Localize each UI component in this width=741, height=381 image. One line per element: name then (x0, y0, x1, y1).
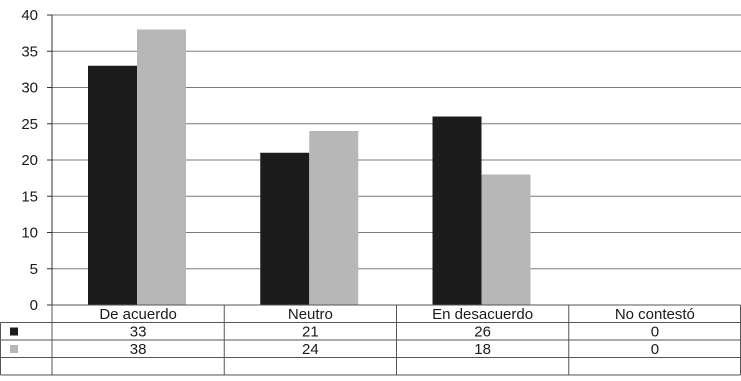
y-tick-label: 20 (21, 152, 38, 169)
y-tick-label: 0 (30, 297, 38, 314)
bar (481, 174, 531, 305)
y-tick-label: 30 (21, 80, 38, 97)
data-table: De acuerdo Neutro En desacuerdo No contestó… (0, 304, 741, 376)
category-label: En desacuerdo (432, 306, 533, 323)
category-label: De acuerdo (99, 306, 177, 323)
bar (432, 116, 482, 305)
data-label: 0 (651, 324, 659, 341)
data-label: 0 (651, 341, 659, 358)
y-tick-label: 25 (21, 116, 38, 133)
category-label: No contestó (615, 306, 695, 323)
bar (88, 65, 137, 305)
bars (88, 29, 531, 305)
legend-key (10, 345, 18, 353)
y-tick-label: 35 (21, 43, 38, 60)
data-label: 26 (474, 324, 491, 341)
data-label: 21 (302, 324, 319, 341)
y-axis: 0 5 10 15 20 25 30 35 40 (21, 7, 53, 314)
bar (309, 131, 359, 305)
data-label: 24 (302, 341, 319, 358)
category-label: Neutro (288, 306, 333, 323)
data-label: 33 (130, 324, 147, 341)
legend-key (10, 327, 18, 336)
data-label: 18 (474, 341, 491, 358)
bar (260, 152, 310, 305)
y-tick-label: 15 (21, 188, 38, 205)
data-label: 38 (130, 341, 147, 358)
bar (137, 29, 186, 305)
y-tick-label: 40 (21, 7, 38, 24)
y-tick-label: 10 (21, 225, 38, 242)
y-tick-label: 5 (30, 261, 38, 278)
